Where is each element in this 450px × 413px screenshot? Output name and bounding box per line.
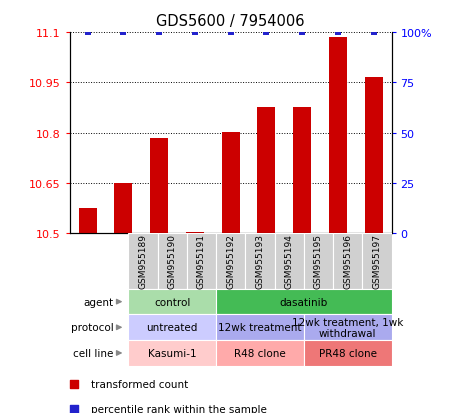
Text: control: control <box>154 297 190 307</box>
Point <box>263 30 270 36</box>
Bar <box>274 233 304 289</box>
Bar <box>158 233 187 289</box>
Bar <box>245 233 274 289</box>
Text: agent: agent <box>84 297 113 307</box>
Point <box>227 30 234 36</box>
Point <box>71 381 78 387</box>
Bar <box>114 184 132 233</box>
Point <box>84 30 91 36</box>
Bar <box>216 340 304 366</box>
Text: GSM955191: GSM955191 <box>197 234 206 289</box>
Text: GSM955197: GSM955197 <box>373 234 382 289</box>
Bar <box>304 233 333 289</box>
Bar <box>150 139 168 233</box>
Text: PR48 clone: PR48 clone <box>319 348 377 358</box>
Bar <box>257 108 275 233</box>
Text: Kasumi-1: Kasumi-1 <box>148 348 197 358</box>
Bar <box>333 233 362 289</box>
Point <box>191 30 198 36</box>
Text: GSM955189: GSM955189 <box>139 234 148 289</box>
Point <box>156 30 163 36</box>
Text: protocol: protocol <box>71 323 113 332</box>
Point <box>120 30 127 36</box>
Point <box>370 30 377 36</box>
Point <box>71 406 78 412</box>
Bar <box>304 315 392 340</box>
Text: transformed count: transformed count <box>91 379 189 389</box>
Bar <box>304 340 392 366</box>
Bar <box>364 78 382 233</box>
Text: GSM955190: GSM955190 <box>167 234 176 289</box>
Text: GSM955193: GSM955193 <box>256 234 265 289</box>
Bar <box>222 132 239 233</box>
Bar <box>293 108 311 233</box>
Bar <box>128 289 216 315</box>
Text: 12wk treatment: 12wk treatment <box>218 323 302 332</box>
Text: GSM955195: GSM955195 <box>314 234 323 289</box>
Bar <box>216 315 304 340</box>
Text: dasatinib: dasatinib <box>279 297 328 307</box>
Text: GSM955192: GSM955192 <box>226 234 235 289</box>
Bar <box>216 289 392 315</box>
Text: R48 clone: R48 clone <box>234 348 286 358</box>
Bar <box>128 233 158 289</box>
Bar <box>128 340 216 366</box>
Text: untreated: untreated <box>146 323 198 332</box>
Text: 12wk treatment, 1wk
withdrawal: 12wk treatment, 1wk withdrawal <box>292 317 403 338</box>
Point <box>334 30 342 36</box>
Point <box>298 30 306 36</box>
Bar <box>187 233 216 289</box>
Bar <box>362 233 392 289</box>
Bar <box>79 208 97 233</box>
Text: cell line: cell line <box>73 348 113 358</box>
Bar <box>329 38 347 233</box>
Text: GSM955196: GSM955196 <box>343 234 352 289</box>
Text: GSM955194: GSM955194 <box>284 234 293 289</box>
Bar <box>128 315 216 340</box>
Text: percentile rank within the sample: percentile rank within the sample <box>91 404 267 413</box>
Bar <box>216 233 245 289</box>
Title: GDS5600 / 7954006: GDS5600 / 7954006 <box>157 14 305 29</box>
